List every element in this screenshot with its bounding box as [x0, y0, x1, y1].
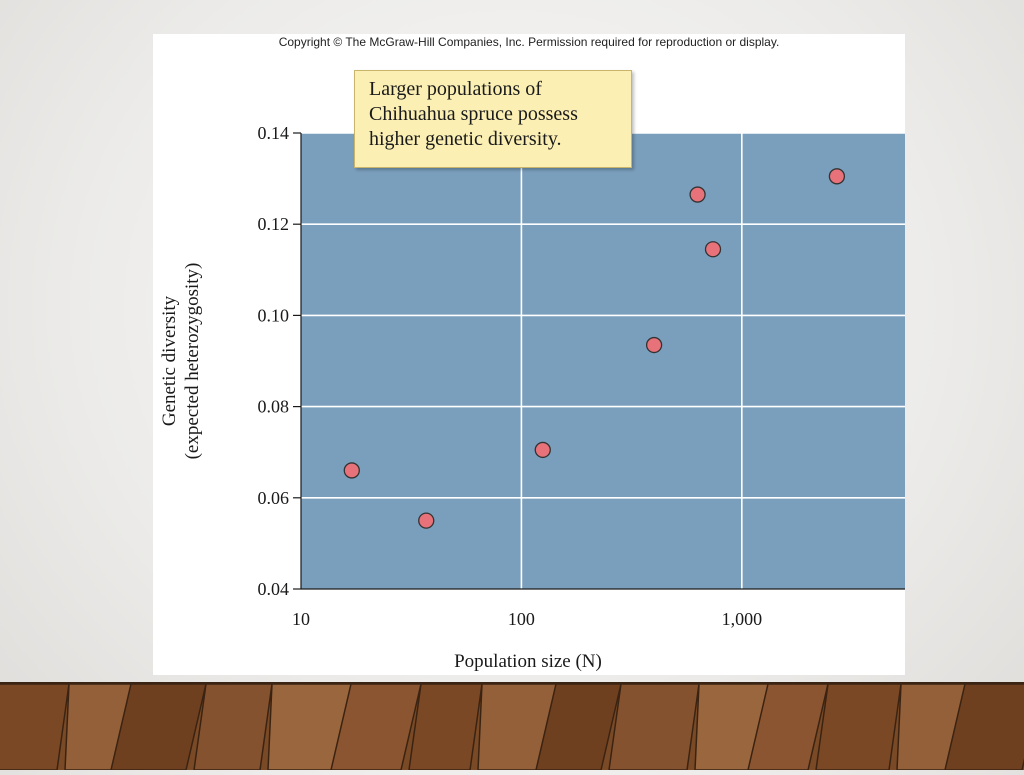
callout-line-3: higher genetic diversity.	[369, 128, 562, 150]
y-tick-label: 0.08	[258, 397, 290, 417]
data-point	[828, 168, 846, 185]
x-tick-label: 10	[292, 609, 310, 629]
x-axis-title: Population size (N)	[454, 651, 602, 672]
floor-planks	[0, 683, 1024, 771]
data-point	[645, 336, 663, 354]
x-tick-label: 100	[508, 609, 535, 629]
callout-line-2: Chihuahua spruce possess	[369, 103, 578, 125]
data-point	[689, 186, 706, 203]
data-point	[343, 462, 360, 479]
scatter-chart: 0.04 0.06 0.08 0.10 0.12 0.14 10 100 1,000 Popul…	[159, 123, 905, 672]
y-axis-title-line-2: (expected heterozygosity)	[182, 263, 203, 460]
y-tick-label: 0.10	[258, 305, 290, 325]
annotation-callout: Larger populations of Chihuahua spruce p…	[354, 70, 632, 168]
data-point	[418, 512, 435, 529]
x-tick-label: 1,000	[722, 609, 763, 629]
y-tick-label: 0.12	[258, 214, 290, 234]
y-axis-title-line-1: Genetic diversity	[159, 295, 180, 426]
callout-line-1: Larger populations of	[369, 78, 542, 100]
y-tick-label: 0.06	[258, 488, 290, 508]
data-point	[534, 441, 551, 459]
wood-floor	[0, 682, 1024, 771]
figure-panel: Copyright © The McGraw-Hill Companies, I…	[153, 34, 905, 675]
plot-area	[301, 133, 905, 589]
copyright-notice: Copyright © The McGraw-Hill Companies, I…	[278, 35, 780, 49]
data-point	[704, 241, 722, 258]
y-tick-label: 0.04	[258, 579, 290, 599]
y-tick-label: 0.14	[258, 123, 290, 143]
